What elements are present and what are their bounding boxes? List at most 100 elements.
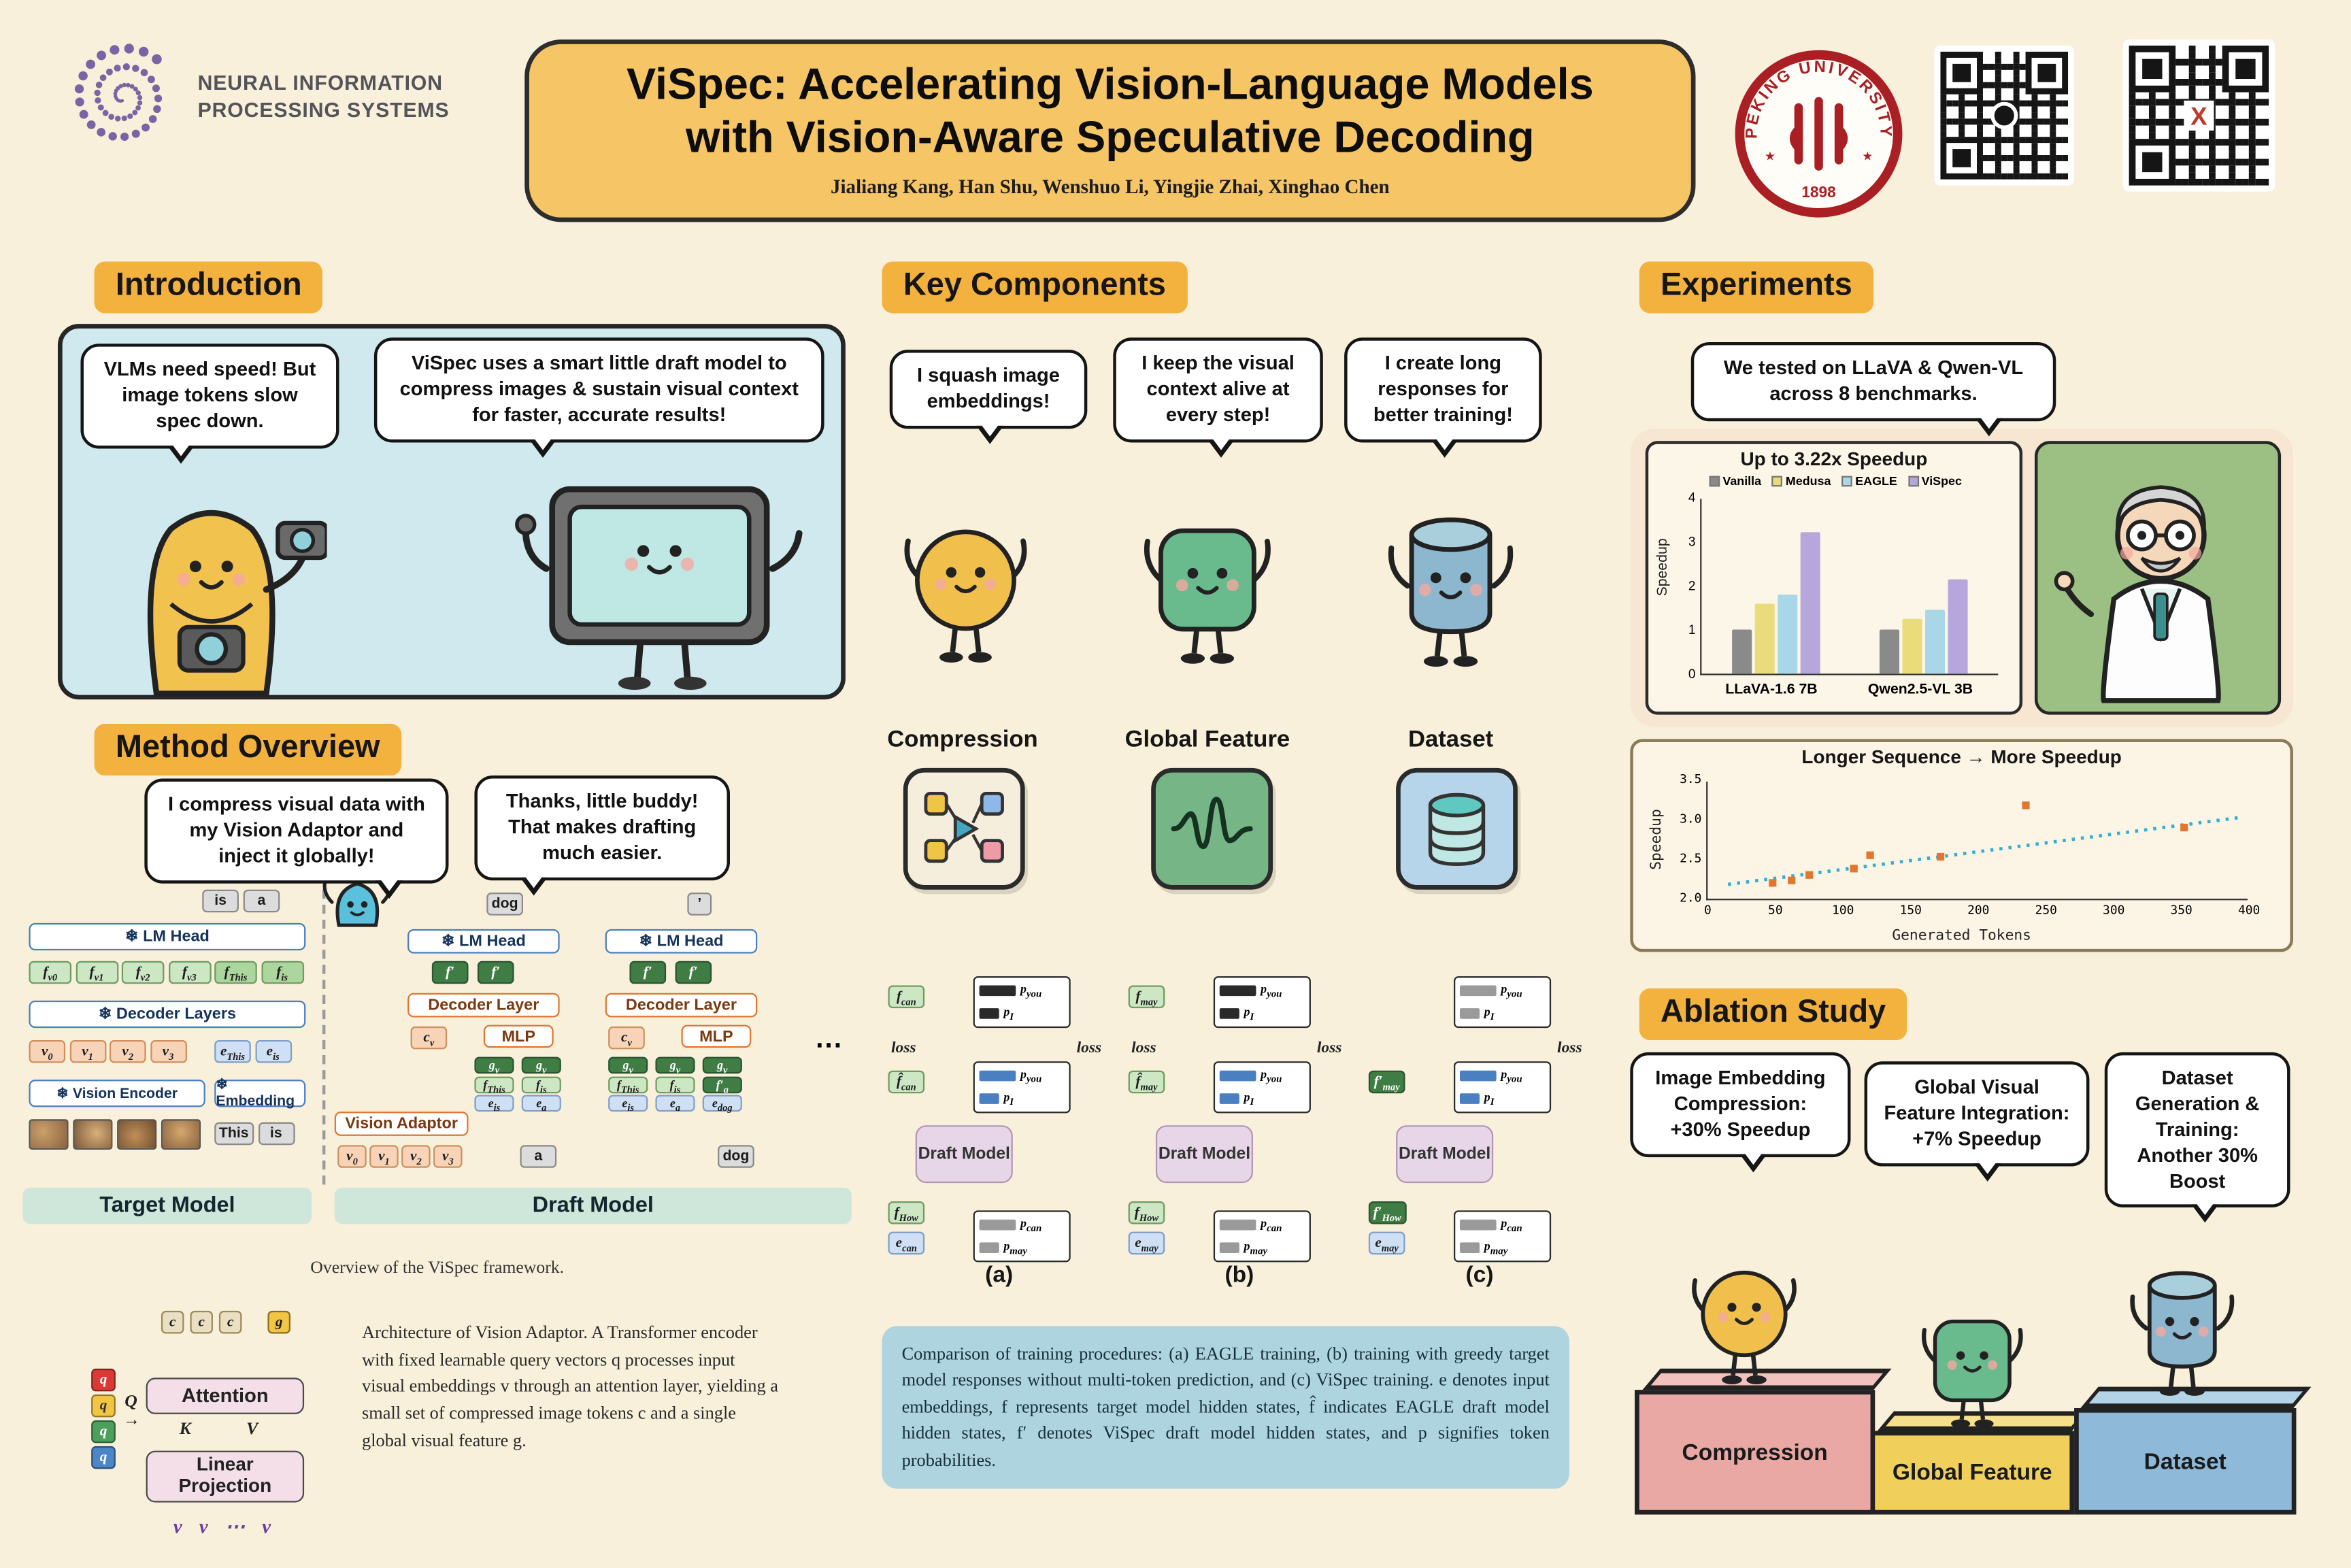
bar-EAGLE <box>1777 595 1797 674</box>
token-c: c <box>218 1310 242 1334</box>
training-diagram-(c): pyou pI loss f′may pyou pI Draft Model f′How ema… <box>1365 973 1593 1296</box>
compression-flow-icon <box>924 791 1004 863</box>
token-c: c <box>161 1310 184 1334</box>
probability-bars: pyou pI <box>973 1061 1071 1114</box>
compression-label: Compression <box>887 727 1038 753</box>
scatter-point <box>2180 823 2188 832</box>
draft-decoder-layer-1: Decoder Layer <box>407 992 560 1018</box>
draft-hidden-out-2: f′ f′ <box>629 961 712 984</box>
compression-character <box>900 502 1031 669</box>
speedup-scatter-plot: Longer Sequence → More Speedup Speedup 0… <box>1630 739 2293 952</box>
token-is: is <box>202 889 239 913</box>
target-vision-encoder: ❄ Vision Encoder <box>29 1080 205 1107</box>
intro-bubble-right: ViSpec uses a smart little draft model t… <box>373 337 824 457</box>
token-g_v: gv <box>474 1056 514 1075</box>
token-v_1: v1 <box>369 1145 399 1168</box>
bar-chart-legend: Vanilla Medusa EAGLE ViSpec <box>1654 474 2016 488</box>
draft-output-token: dog <box>486 893 523 916</box>
x-tick: 100 <box>1832 903 1854 917</box>
token-c: c <box>190 1310 213 1334</box>
y-tick: 0 <box>1688 666 1696 682</box>
x-tick: 350 <box>2170 903 2192 917</box>
experiments-heading: Experiments <box>1639 261 1874 314</box>
dataset-label: Dataset <box>1407 727 1494 753</box>
compressed-tokens-2: cv <box>608 1026 645 1050</box>
token-f′: f′ <box>431 961 469 984</box>
probability-bars: pyou pI <box>1213 976 1311 1029</box>
scatter-xlabel: Generated Tokens <box>1892 927 2031 945</box>
query-token: q <box>91 1394 116 1418</box>
token-g_v: gv <box>521 1056 561 1075</box>
token-v_0: v0 <box>337 1145 367 1168</box>
token-stack: gv fis ea <box>521 1056 561 1114</box>
panel-divider <box>322 889 326 1185</box>
svg-text:★: ★ <box>1765 149 1775 163</box>
token-v_0: v0 <box>29 1040 66 1063</box>
y-tick: 3.0 <box>1680 812 1702 826</box>
ellipsis: ⋯ <box>815 1029 843 1061</box>
target-visual-embeddings: v0 v1 v2 v3 <box>29 1040 186 1063</box>
token-g_v: gv <box>608 1056 648 1075</box>
y-tick: 2 <box>1688 578 1696 593</box>
framework-caption: Overview of the ViSpec framework. <box>310 1258 565 1278</box>
global-feature-token: g <box>267 1310 290 1334</box>
legend-Vanilla: Vanilla <box>1709 474 1761 488</box>
draft-model-box: Draft Model <box>1155 1125 1253 1184</box>
legend-ViSpec: ViSpec <box>1907 474 1962 488</box>
token-v_3: v3 <box>433 1145 463 1168</box>
svg-text:★: ★ <box>1862 149 1873 163</box>
token-f′: f′ <box>629 961 667 984</box>
bar-Vanilla <box>1731 630 1752 674</box>
kc-bubble-compression: I squash image embeddings! <box>889 350 1088 444</box>
dataset-character <box>1381 495 1521 673</box>
input-images <box>29 1119 201 1150</box>
camera-character <box>96 465 327 697</box>
y-tick: 3 <box>1688 533 1696 549</box>
k-label: K <box>179 1420 191 1439</box>
v-label: V <box>246 1420 259 1439</box>
ablation-bubble-dataset: Dataset Generation & Training: Another 3… <box>2104 1052 2290 1224</box>
method-heading: Method Overview <box>94 724 401 776</box>
scatter-plot-area: 0 50 100 150 200 250 300 350 400 2.0 2.5 3.0 3.5 <box>1680 773 2260 917</box>
token-g_v: gv <box>702 1056 742 1075</box>
token-f′_a: f′a <box>702 1075 742 1095</box>
scatter-point <box>1788 876 1796 884</box>
podium-compression: Compression <box>1635 1390 1875 1515</box>
token-f_is: fis <box>655 1075 695 1095</box>
qr-code-right: X <box>2122 39 2275 192</box>
token-e_This: eThis <box>214 1040 251 1063</box>
bar-ViSpec <box>1948 580 1969 674</box>
podium-dataset-character <box>2126 1244 2238 1408</box>
probability-bars: pcan pmay <box>973 1210 1071 1263</box>
token-f′: f′ <box>477 961 514 984</box>
x-tick: 200 <box>1967 903 1990 917</box>
global-feature-icon-box <box>1151 767 1273 890</box>
draft-input-stacks-2: gv fThis eis gv fis ea gv f′a edog <box>608 1056 742 1114</box>
draft-model-label: Draft Model <box>334 1187 852 1224</box>
x-tick: 300 <box>2103 903 2125 917</box>
token-stack: gv f′a edog <box>702 1056 742 1114</box>
adaptor-description: Architecture of Vision Adaptor. A Transf… <box>362 1321 778 1451</box>
training-procedure-diagrams: fcan pyou pI loss loss f̂can pyou pI Draft Model… <box>885 973 1594 1296</box>
probability-bars: pyou pI <box>1454 976 1552 1029</box>
draft-hidden-out-1: f′ f′ <box>431 961 514 984</box>
x-tick: 50 <box>1768 903 1783 917</box>
y-tick: 3.5 <box>1680 772 1702 786</box>
token-f_v1: fv1 <box>75 961 118 984</box>
introduction-heading: Introduction <box>94 261 323 314</box>
query-token: q <box>91 1446 116 1469</box>
linear-projection-box: Linear Projection <box>146 1450 305 1503</box>
linear-label-1: Linear <box>196 1454 254 1475</box>
probability-bars: pyou pI <box>1213 1061 1311 1114</box>
scatter-point <box>1805 871 1814 879</box>
token-f_This: fThis <box>214 961 257 984</box>
linear-label-2: Projection <box>178 1475 272 1497</box>
diagram-label: (b) <box>1224 1262 1254 1288</box>
token-v_1: v1 <box>69 1040 106 1063</box>
trendline <box>1727 815 2243 886</box>
scatter-point <box>1866 851 1874 859</box>
token-f′: f′ <box>675 961 712 984</box>
x-tick: 0 <box>1703 903 1712 917</box>
